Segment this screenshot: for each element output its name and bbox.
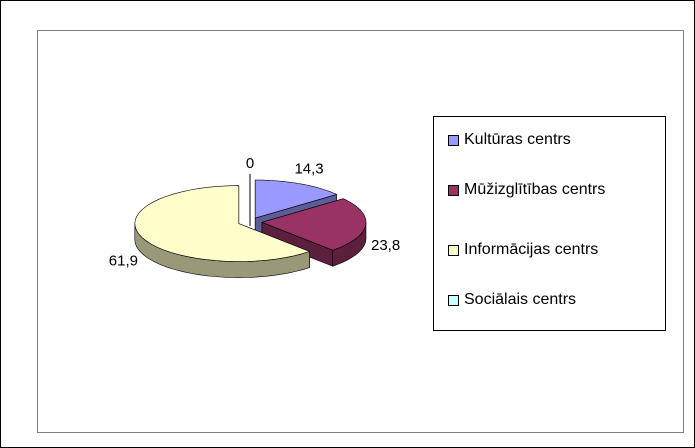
legend-label: Kultūras centrs: [464, 131, 571, 148]
legend-entry: Sociālais centrs: [448, 289, 674, 311]
data-label: 14,3: [294, 160, 323, 177]
slice: [254, 179, 338, 219]
legend-entry: Kultūras centrs: [448, 129, 674, 151]
legend-swatch: [448, 295, 459, 306]
legend-swatch: [448, 245, 459, 256]
data-label: 61,9: [109, 253, 138, 270]
slice: [261, 198, 367, 251]
data-label: 23,8: [371, 237, 400, 254]
legend-swatch: [448, 185, 459, 196]
legend-label: Sociālais centrs: [464, 291, 577, 308]
legend: Kultūras centrs Mūžizglītības centrs Infor…: [433, 116, 666, 331]
legend-swatch: [448, 135, 459, 146]
slice: [134, 185, 311, 262]
legend-entry: Mūžizglītības centrs: [448, 179, 614, 201]
legend-label: Mūžizglītības centrs: [464, 181, 606, 198]
legend-label: Informācijas centrs: [464, 241, 599, 258]
data-label: 0: [246, 155, 254, 172]
legend-entry: Informācijas centrs: [448, 239, 674, 261]
plot-area: [37, 30, 684, 433]
